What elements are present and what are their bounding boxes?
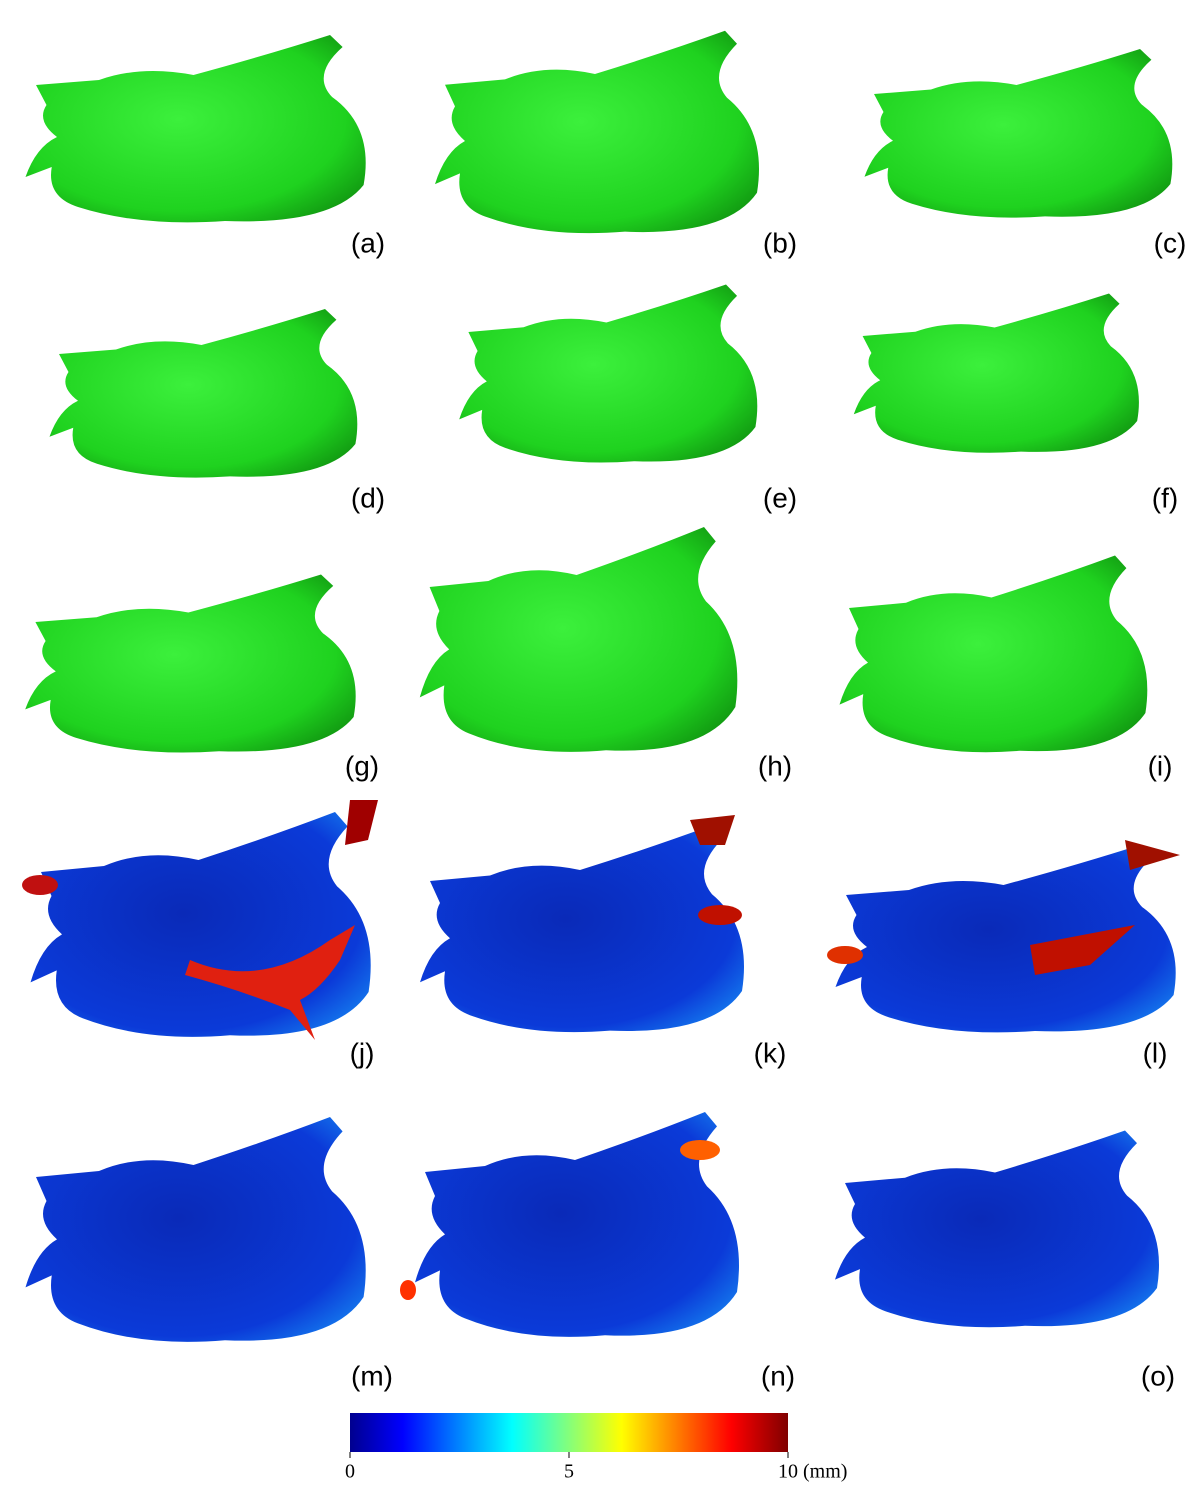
error-patch bbox=[827, 946, 863, 964]
mesh bbox=[840, 556, 1148, 753]
mesh bbox=[50, 309, 358, 478]
panel-label: (n) bbox=[761, 1360, 795, 1391]
mesh bbox=[854, 294, 1139, 453]
colorbar-unit: (mm) bbox=[803, 1461, 847, 1483]
error-patch bbox=[22, 875, 58, 895]
panel-label: (i) bbox=[1148, 750, 1173, 781]
error-maps bbox=[22, 800, 1180, 1342]
panel-label: (j) bbox=[350, 1037, 375, 1068]
mesh bbox=[420, 527, 738, 752]
mesh bbox=[420, 826, 744, 1032]
panel-label: (h) bbox=[758, 750, 792, 781]
panel-label: (f) bbox=[1152, 482, 1178, 513]
error-patch bbox=[1125, 840, 1180, 870]
error-patch bbox=[680, 1140, 720, 1160]
mesh bbox=[835, 1131, 1159, 1328]
panel-label: (d) bbox=[351, 482, 385, 513]
panel-label: (o) bbox=[1141, 1360, 1175, 1391]
panel-label: (c) bbox=[1154, 227, 1187, 258]
colorbar-ticks: 0 5 10(mm) bbox=[345, 1452, 847, 1483]
mesh bbox=[25, 575, 355, 753]
figure: (a) (b) (c) (d) (e) (f) (g) (h) (i) (j) (k) (l) (m) (… bbox=[0, 0, 1199, 1486]
colorbar bbox=[350, 1413, 788, 1452]
mesh bbox=[459, 285, 757, 463]
error-patch bbox=[345, 800, 378, 845]
panel-label: (e) bbox=[763, 482, 797, 513]
mesh bbox=[435, 31, 759, 233]
panel-label: (l) bbox=[1143, 1037, 1168, 1068]
panel-label: (g) bbox=[345, 750, 379, 781]
mesh bbox=[865, 49, 1173, 218]
green-meshes bbox=[25, 31, 1172, 753]
colorbar-tick-label: 10 bbox=[778, 1461, 798, 1483]
mesh bbox=[26, 1117, 366, 1342]
mesh bbox=[836, 845, 1176, 1032]
mesh bbox=[26, 35, 366, 222]
panel-label: (k) bbox=[754, 1037, 787, 1068]
colorbar-tick-label: 0 bbox=[345, 1461, 355, 1483]
error-patch bbox=[698, 905, 742, 925]
panel-label: (m) bbox=[351, 1360, 393, 1391]
error-patch bbox=[400, 1280, 416, 1300]
colorbar-tick-label: 5 bbox=[564, 1461, 574, 1483]
mesh bbox=[31, 812, 371, 1037]
panel-label: (b) bbox=[763, 227, 797, 258]
panel-label: (a) bbox=[351, 227, 385, 258]
